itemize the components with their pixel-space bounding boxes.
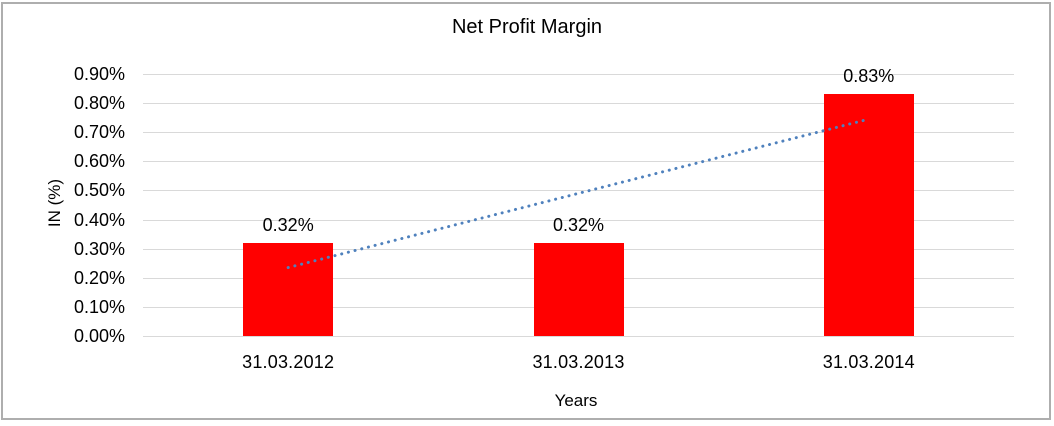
bar	[823, 94, 914, 336]
data-label: 0.32%	[552, 214, 605, 235]
y-tick-label: 0.70%	[73, 122, 125, 143]
gridline	[143, 74, 1014, 75]
bar	[243, 242, 334, 336]
y-tick-label: 0.50%	[73, 180, 125, 201]
y-tick-label: 0.30%	[73, 238, 125, 259]
y-tick-label: 0.10%	[73, 296, 125, 317]
y-tick-label: 0.20%	[73, 267, 125, 288]
x-category-label: 31.03.2014	[822, 352, 915, 372]
y-tick-label: 0.60%	[73, 151, 125, 172]
x-axis-title: Years	[554, 391, 598, 410]
y-tick-label: 0.40%	[73, 209, 125, 230]
data-label: 0.32%	[262, 214, 314, 235]
y-tick-label: 0.80%	[73, 93, 125, 114]
data-label: 0.83%	[843, 66, 895, 87]
y-tick-label: 0.00%	[73, 326, 125, 346]
gridline	[143, 336, 1014, 337]
chart-title: Net Profit Margin	[451, 16, 603, 38]
bar	[533, 242, 624, 336]
y-tick-label: 0.90%	[73, 64, 125, 84]
x-category-label: 31.03.2013	[532, 352, 625, 372]
x-category-label: 31.03.2012	[242, 352, 335, 372]
gridline	[143, 103, 1014, 105]
